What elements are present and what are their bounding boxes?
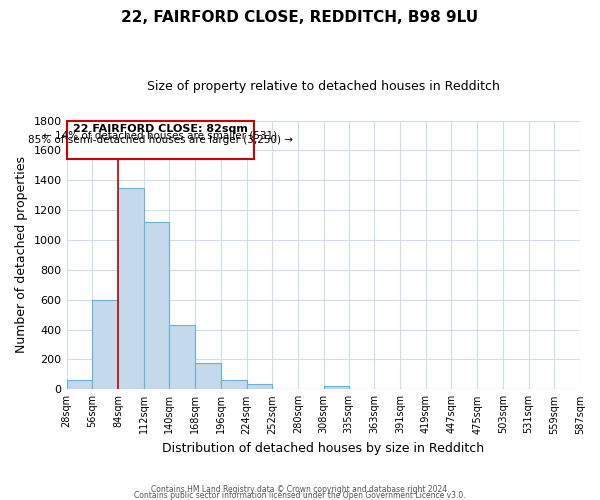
Text: Contains public sector information licensed under the Open Government Licence v3: Contains public sector information licen… [134,490,466,500]
Y-axis label: Number of detached properties: Number of detached properties [15,156,28,354]
Text: 22 FAIRFORD CLOSE: 82sqm: 22 FAIRFORD CLOSE: 82sqm [73,124,248,134]
Text: ← 14% of detached houses are smaller (531): ← 14% of detached houses are smaller (53… [43,130,277,140]
Bar [118,188,143,390]
Text: Contains HM Land Registry data © Crown copyright and database right 2024.: Contains HM Land Registry data © Crown c… [151,484,449,494]
Bar [67,380,92,390]
X-axis label: Distribution of detached houses by size in Redditch: Distribution of detached houses by size … [162,442,484,455]
Bar [67,120,254,160]
Text: 22, FAIRFORD CLOSE, REDDITCH, B98 9LU: 22, FAIRFORD CLOSE, REDDITCH, B98 9LU [121,10,479,25]
Bar [221,380,247,390]
Bar [92,300,118,390]
Bar [143,222,169,390]
Bar [247,384,272,390]
Bar [195,363,221,390]
Bar [169,325,195,390]
Title: Size of property relative to detached houses in Redditch: Size of property relative to detached ho… [147,80,500,93]
Bar [324,386,349,390]
Text: 85% of semi-detached houses are larger (3,250) →: 85% of semi-detached houses are larger (… [28,136,293,145]
